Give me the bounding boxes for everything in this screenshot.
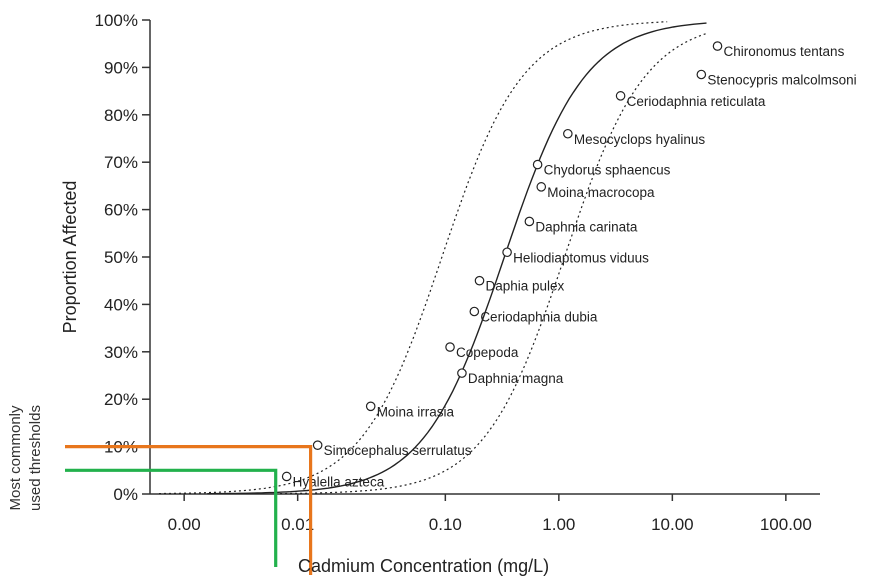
y-tick-label-4: 40% — [104, 295, 138, 314]
data-point-label-12: Ceriodaphnia reticulata — [627, 94, 766, 109]
data-point-label-5: Ceriodaphnia dubia — [480, 310, 598, 325]
data-point-7 — [502, 247, 512, 258]
data-point-8 — [524, 216, 535, 227]
threshold-title-line-1: Most commonly — [7, 405, 24, 511]
y-tick-label-9: 90% — [104, 58, 138, 77]
x-tick-label-2: 0.10 — [429, 515, 462, 534]
data-point-label-6: Daphia pulex — [486, 279, 565, 294]
data-point-label-11: Mesocyclops hyalinus — [574, 132, 706, 147]
data-point-label-14: Chironomus tentans — [724, 44, 845, 59]
data-point-10 — [532, 159, 543, 170]
data-point-label-10: Chydorus sphaencus — [544, 163, 671, 178]
data-point-label-2: Moina irrasia — [377, 404, 455, 419]
data-point-2 — [365, 401, 376, 412]
x-ticks: 0.00 0.01 0.10 1.00 10.00 100.00 — [168, 494, 812, 534]
data-point-label-7: Heliodiaptomus viduus — [513, 250, 649, 265]
y-tick-label-3: 30% — [104, 343, 138, 362]
y-tick-label-7: 70% — [104, 153, 138, 172]
x-tick-label-5: 100.00 — [760, 515, 812, 534]
data-points: Hyalella azteca Simocephalus serrulatus Mo… — [281, 41, 857, 489]
data-point-1 — [312, 440, 323, 450]
threshold-line-0 — [65, 445, 313, 575]
threshold-line-1 — [65, 468, 278, 567]
data-point-label-4: Copepoda — [456, 345, 519, 360]
fit-curve — [207, 22, 707, 495]
y-tick-label-10: 100% — [95, 11, 138, 30]
threshold-lines — [65, 445, 313, 575]
data-point-12 — [615, 91, 626, 101]
data-point-5 — [469, 306, 480, 317]
y-tick-label-5: 50% — [104, 248, 138, 267]
y-tick-label-0: 0% — [113, 485, 138, 504]
data-point-11 — [563, 128, 573, 139]
data-point-label-0: Hyalella azteca — [293, 474, 385, 489]
data-point-3 — [457, 368, 467, 378]
data-point-label-9: Moina macrocopa — [547, 185, 655, 200]
fit-curves — [158, 21, 707, 495]
data-point-4 — [445, 342, 455, 352]
x-tick-label-1: 0.01 — [281, 515, 314, 534]
x-tick-label-0: 0.00 — [168, 515, 201, 534]
y-axis-title: Proportion Affected — [60, 181, 80, 334]
data-point-label-13: Stenocypris malcolmsoni — [707, 73, 856, 88]
x-tick-label-4: 10.00 — [651, 515, 694, 534]
data-point-9 — [536, 182, 547, 192]
data-point-0 — [281, 471, 292, 482]
data-point-label-1: Simocephalus serrulatus — [324, 443, 472, 458]
data-point-13 — [696, 69, 707, 80]
y-ticks: 0%10%20%30%40%50%60%70%80%90%100% — [95, 11, 150, 504]
data-point-14 — [712, 41, 723, 51]
confidence-curve-1 — [158, 21, 668, 495]
y-tick-label-8: 80% — [104, 106, 138, 125]
y-tick-label-2: 20% — [104, 390, 138, 409]
axes — [149, 20, 820, 495]
threshold-title-line-2: used thresholds — [27, 405, 44, 511]
data-point-label-3: Daphnia magna — [468, 371, 564, 386]
x-axis-title: Cadmium Concentration (mg/L) — [298, 556, 549, 576]
data-point-label-8: Daphnia carinata — [535, 219, 638, 234]
y-tick-label-6: 60% — [104, 201, 138, 220]
data-point-6 — [474, 275, 485, 286]
confidence-curve-2 — [280, 32, 707, 495]
x-tick-label-3: 1.00 — [542, 515, 575, 534]
